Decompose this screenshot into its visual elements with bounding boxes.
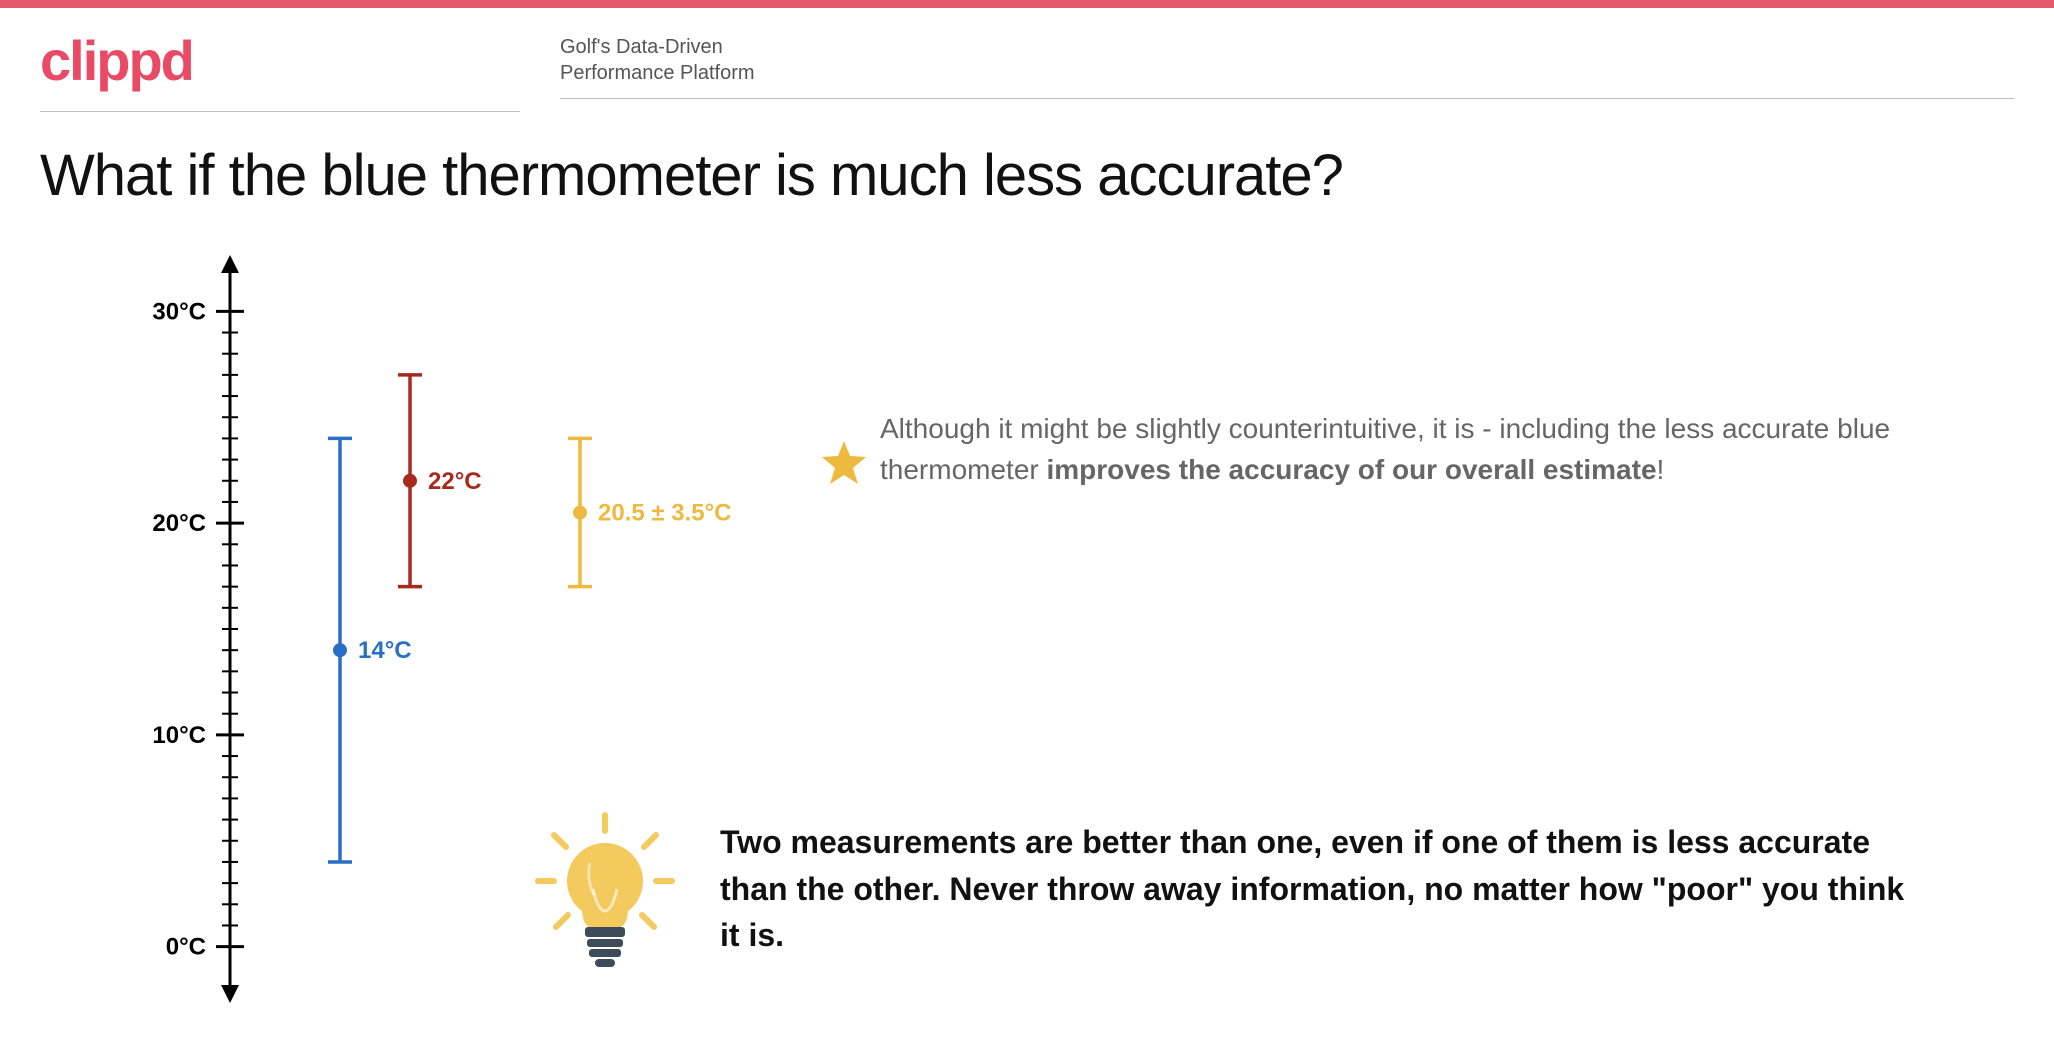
svg-text:14°C: 14°C	[358, 637, 412, 664]
takeaway-text: Two measurements are better than one, ev…	[720, 819, 1930, 958]
svg-text:30°C: 30°C	[152, 298, 206, 325]
svg-text:10°C: 10°C	[152, 722, 206, 749]
logo-block: clippd	[40, 28, 520, 112]
lightbulb-icon	[530, 809, 680, 969]
star-icon	[820, 439, 868, 487]
page-title: What if the blue thermometer is much les…	[0, 122, 2054, 219]
explanation-text: Although it might be slightly counterint…	[880, 409, 1930, 490]
svg-text:20°C: 20°C	[152, 510, 206, 537]
tagline-line2: Performance Platform	[560, 60, 2014, 86]
tagline-block: Golf's Data-Driven Performance Platform	[560, 28, 2014, 99]
tagline-line1: Golf's Data-Driven	[560, 34, 2014, 60]
explain-post: !	[1657, 454, 1665, 485]
svg-text:0°C: 0°C	[166, 934, 206, 961]
header: clippd Golf's Data-Driven Performance Pl…	[0, 8, 2054, 122]
svg-text:22°C: 22°C	[428, 468, 482, 495]
logo: clippd	[40, 28, 520, 93]
explain-bold: improves the accuracy of our overall est…	[1047, 454, 1657, 485]
svg-text:20.5 ± 3.5°C: 20.5 ± 3.5°C	[598, 500, 732, 527]
takeaway-row: Two measurements are better than one, ev…	[530, 809, 1930, 969]
content: 0°C 10°C 20°C 30°C 14°C 22°C 20.5 ± 3.5°C Alth…	[0, 219, 2054, 1039]
top-accent-bar	[0, 0, 2054, 8]
